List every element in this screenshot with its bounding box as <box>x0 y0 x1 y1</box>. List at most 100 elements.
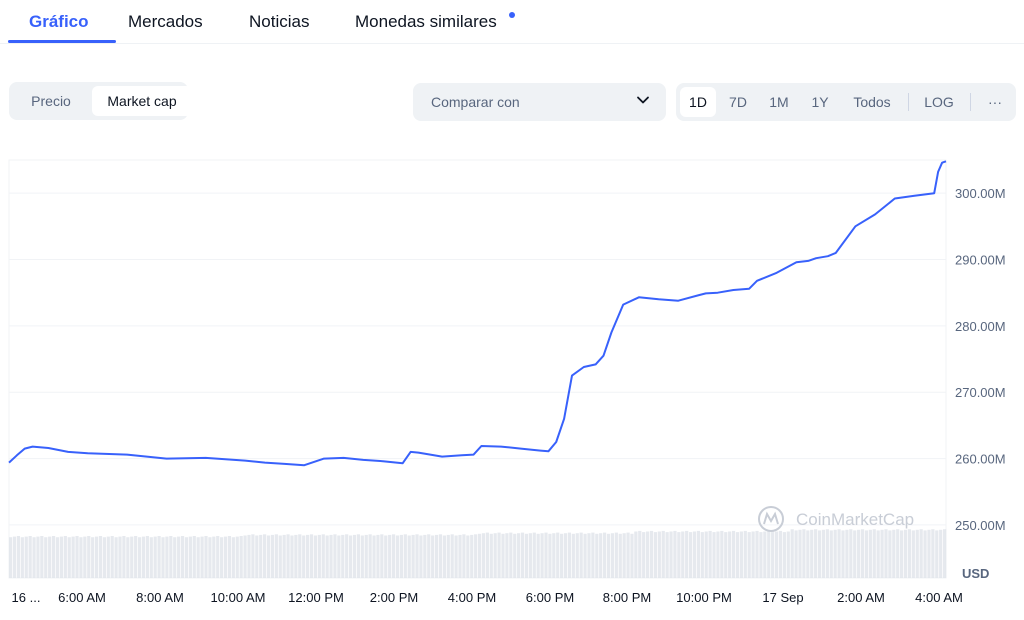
volume-bar <box>778 530 783 578</box>
volume-bar <box>87 536 91 578</box>
volume-bar <box>227 536 232 578</box>
volume-bar <box>317 534 321 578</box>
volume-bar <box>415 534 419 578</box>
volume-bar <box>94 536 99 578</box>
volume-bar <box>681 531 685 578</box>
x-tick-label: 4:00 AM <box>915 590 963 605</box>
range-1d-button[interactable]: 1D <box>680 87 716 117</box>
tab-mercados[interactable]: Mercados <box>128 12 203 31</box>
volume-bar <box>880 529 884 578</box>
volume-bar <box>517 533 521 578</box>
volume-bar <box>782 532 786 578</box>
volume-bar <box>599 533 603 578</box>
tab-noticias[interactable]: Noticias <box>249 12 310 31</box>
tab-grafico[interactable]: Gráfico <box>29 12 89 31</box>
volume-bar <box>63 536 67 578</box>
volume-bar <box>192 536 196 578</box>
volume-bar <box>184 537 189 578</box>
volume-bar <box>657 531 661 578</box>
volume-bar <box>649 530 654 578</box>
coinmarketcap-logo-mark <box>763 511 779 525</box>
range-7d-button[interactable]: 7D <box>729 94 747 110</box>
volume-bar <box>173 537 177 578</box>
compare-dropdown[interactable]: Comparar con <box>413 83 666 121</box>
volume-bar <box>91 537 95 578</box>
range-todos-button[interactable]: Todos <box>853 94 891 110</box>
volume-bar <box>794 530 798 578</box>
volume-bar <box>821 529 826 578</box>
toggle-precio-button[interactable]: Precio <box>31 93 71 109</box>
toggle-market-cap-button[interactable]: Market cap <box>92 86 192 116</box>
volume-bar <box>685 530 689 578</box>
volume-bar <box>798 529 802 578</box>
volume-bar <box>313 535 318 578</box>
volume-bar <box>645 531 650 578</box>
tab-monedas-similares[interactable]: Monedas similares <box>355 12 497 31</box>
volume-bar <box>391 534 396 578</box>
volume-bar <box>75 536 79 578</box>
volume-bar <box>239 536 243 578</box>
volume-bar <box>204 536 208 578</box>
volume-bar <box>477 533 482 578</box>
volume-bar <box>220 537 224 578</box>
volume-bar <box>884 529 888 578</box>
volume-bar <box>48 536 52 578</box>
volume-bar <box>763 531 767 578</box>
volume-bar <box>40 536 44 578</box>
volume-bar <box>157 536 161 578</box>
volume-bar <box>567 532 572 578</box>
range-1y-button[interactable]: 1Y <box>811 94 829 110</box>
volume-bar <box>294 534 298 578</box>
volume-bar <box>431 535 435 578</box>
volume-bar <box>532 532 536 578</box>
volume-bar <box>560 533 564 578</box>
volume-bar <box>223 536 228 578</box>
y-tick-label: 270.00M <box>955 385 1006 400</box>
volume-bar <box>399 534 403 578</box>
volume-bar <box>673 530 677 578</box>
volume-bar <box>130 536 134 578</box>
volume-bar <box>493 533 497 578</box>
volume-bar <box>653 532 658 578</box>
volume-bar <box>278 535 282 578</box>
range-1m-button[interactable]: 1M <box>769 94 789 110</box>
volume-bar <box>642 532 646 578</box>
volume-bar <box>688 532 693 578</box>
volume-bar <box>16 536 21 578</box>
volume-bar <box>677 532 681 578</box>
volume-bar <box>896 529 900 578</box>
volume-bar <box>626 532 630 578</box>
volume-bar <box>571 533 575 578</box>
log-scale-button[interactable]: LOG <box>924 94 954 110</box>
volume-bar <box>356 534 361 578</box>
volume-bar <box>145 536 149 578</box>
volume-bar <box>720 530 724 578</box>
x-tick-label: 10:00 PM <box>676 590 732 605</box>
volume-bar <box>509 532 513 578</box>
volume-bar <box>407 535 411 578</box>
volume-bar <box>919 529 923 578</box>
volume-bar <box>591 532 595 578</box>
volume-bar <box>587 533 591 578</box>
volume-bar <box>700 532 704 578</box>
volume-bar <box>302 535 306 578</box>
volume-bar <box>20 537 24 578</box>
volume-bar <box>665 532 669 578</box>
volume-bar <box>352 534 357 578</box>
x-tick-label: 6:00 AM <box>58 590 106 605</box>
volume-bar <box>28 536 32 578</box>
volume-bar <box>915 529 919 578</box>
volume-bar <box>212 536 216 578</box>
volume-bar <box>751 531 755 578</box>
volume-bar <box>67 537 71 578</box>
more-options-button[interactable]: ··· <box>988 94 1002 110</box>
volume-bar <box>395 535 400 578</box>
volume-bar <box>196 537 200 578</box>
volume-bar <box>712 532 716 578</box>
volume-bar <box>79 537 83 578</box>
volume-bar <box>669 531 673 578</box>
volume-bar <box>454 535 458 578</box>
volume-bar <box>692 531 697 578</box>
volume-bar <box>376 534 380 578</box>
volume-bar <box>943 529 947 578</box>
